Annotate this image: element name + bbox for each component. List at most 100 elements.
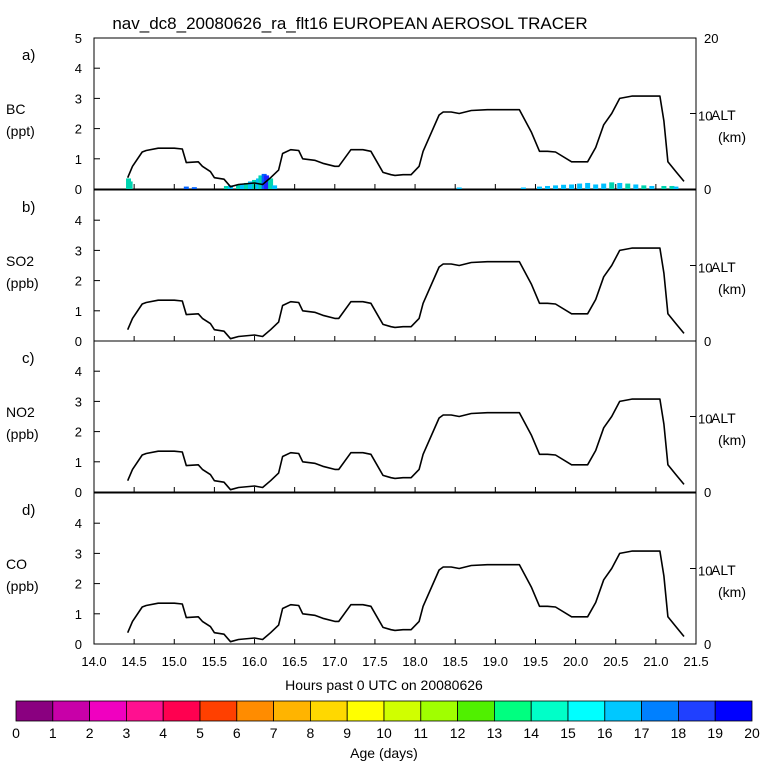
colorbar-swatch	[714, 700, 753, 722]
x-tick-label: 16.5	[282, 654, 307, 669]
tracer-bar	[223, 185, 229, 189]
y-tick-label: 4	[75, 213, 82, 228]
x-tick-label: 15.0	[162, 654, 187, 669]
tracer-bar	[235, 184, 241, 189]
alt-axis-unit: (km)	[718, 584, 746, 600]
x-tick-label: 19.0	[483, 654, 508, 669]
colorbar-tick-label: 11	[414, 725, 429, 741]
tracer-bar	[244, 182, 250, 189]
tracer-bar	[268, 178, 274, 189]
y-tick-label: 4	[75, 364, 82, 379]
species-label: BC	[6, 101, 25, 117]
alt-tick-label: 0	[704, 334, 711, 349]
colorbar-tick-label: 19	[707, 725, 723, 741]
colorbar: 0 1 2 3 4 5 6 7 8 9 10 11 12 13 14 15 16 17 18 19 20	[12, 700, 760, 741]
tracer-bar	[536, 186, 542, 189]
unit-label: (ppb)	[6, 426, 39, 442]
tracer-bar	[520, 187, 526, 189]
tracer-bar	[601, 183, 607, 189]
colorbar-swatch	[89, 700, 127, 722]
unit-label: (ppb)	[6, 578, 39, 594]
x-tick-label: 21.5	[683, 654, 708, 669]
panel-frame	[93, 189, 697, 342]
y-tick-label: 2	[75, 425, 82, 440]
tracer-bar	[577, 183, 583, 189]
y-tick-label: 0	[75, 334, 82, 349]
alt-axis-label: ALT	[711, 107, 736, 123]
y-tick-label: 0	[75, 485, 82, 500]
x-tick-label: 20.0	[563, 654, 588, 669]
y-tick-label: 4	[75, 61, 82, 76]
tracer-bar	[673, 186, 679, 189]
x-tick-label: 20.5	[603, 654, 628, 669]
x-tick-label: 17.0	[322, 654, 347, 669]
species-label: NO2	[6, 404, 35, 420]
alt-top-label: 20	[704, 31, 718, 46]
species-label: CO	[6, 556, 27, 572]
alt-tick-label: 10	[698, 412, 712, 427]
tracer-bar	[641, 185, 647, 189]
tracer-bar	[272, 185, 278, 189]
panel-frame	[93, 37, 697, 190]
x-tick-label: 19.5	[523, 654, 548, 669]
x-tick-label: 14.0	[81, 654, 106, 669]
colorbar-tick-label: 10	[376, 725, 392, 741]
colorbar-tick-label: 1	[49, 725, 57, 741]
tracer-bar	[553, 185, 559, 189]
colorbar-swatch	[52, 700, 90, 722]
colorbar-swatch	[604, 700, 642, 722]
tracer-bar	[456, 187, 462, 189]
y-tick-label: 3	[75, 546, 82, 561]
unit-label: (ppt)	[6, 123, 35, 139]
alt-tick-label: 0	[704, 485, 711, 500]
colorbar-tick-label: 15	[560, 725, 576, 741]
x-tick-label: 18.5	[443, 654, 468, 669]
colorbar-swatch	[493, 700, 532, 722]
tracer-bar	[264, 175, 270, 189]
colorbar-swatch	[15, 700, 54, 722]
tracer-bar	[661, 185, 667, 189]
colorbar-tick-label: 9	[343, 725, 351, 741]
alt-axis-label: ALT	[711, 562, 736, 578]
y-tick-label: 0	[75, 637, 82, 652]
colorbar-tick-label: 12	[450, 725, 466, 741]
tracer-bar	[649, 185, 655, 189]
panel-frame	[93, 340, 697, 493]
y-tick-label: 1	[75, 607, 82, 622]
tracer-bar	[127, 181, 133, 189]
unit-label: (ppb)	[6, 275, 39, 291]
tracer-bar	[617, 182, 623, 189]
alt-tick-label: 10	[698, 109, 712, 124]
tracer-bar	[569, 184, 575, 189]
tracer-bar	[625, 183, 631, 189]
colorbar-tick-label: 13	[487, 725, 503, 741]
x-tick-label: 21.0	[643, 654, 668, 669]
colorbar-tick-label: 14	[523, 725, 539, 741]
alt-tick-label: 0	[704, 182, 711, 197]
tracer-bar	[191, 187, 197, 189]
colorbar-tick-label: 20	[744, 725, 760, 741]
colorbar-tick-label: 2	[86, 725, 94, 741]
colorbar-swatch	[162, 700, 201, 722]
y-tick-label: 4	[75, 516, 82, 531]
altitude-line	[126, 550, 685, 643]
panel-bc: 0 1 2 3 4 5 0 10 20 ALT (km) a) BC (ppt)	[6, 31, 746, 197]
colorbar-swatch	[530, 700, 569, 722]
colorbar-swatch	[420, 700, 458, 722]
panel-label: d)	[22, 502, 35, 519]
tracer-bar	[258, 175, 264, 189]
x-tick-label: 15.5	[202, 654, 227, 669]
y-tick-label: 0	[75, 182, 82, 197]
alt-tick-label: 10	[698, 564, 712, 579]
tracer-bar	[669, 185, 675, 189]
colorbar-tick-label: 17	[634, 725, 650, 741]
panel-label: b)	[22, 199, 35, 216]
colorbar-tick-label: 6	[233, 725, 241, 741]
y-tick-label: 1	[75, 304, 82, 319]
colorbar-swatch	[383, 700, 422, 722]
